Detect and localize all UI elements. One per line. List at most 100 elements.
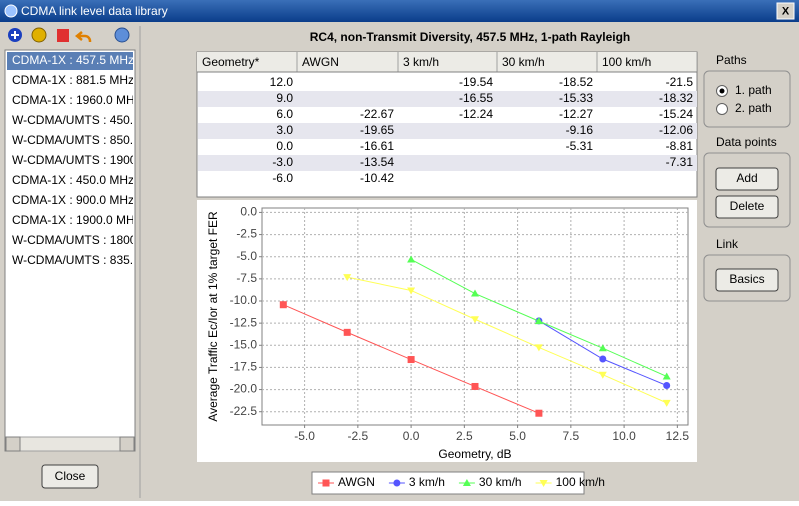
y-tick-label: -20.0 [230, 382, 258, 396]
table-cell: -7.31 [666, 155, 694, 169]
y-tick-label: -17.5 [230, 360, 258, 374]
table-cell: -12.24 [459, 107, 493, 121]
list-item[interactable]: W-CDMA/UMTS : 850. [12, 133, 133, 147]
table-cell: -15.33 [559, 91, 593, 105]
table-cell: -18.32 [659, 91, 693, 105]
add-icon-plus [11, 31, 19, 39]
marker [471, 382, 479, 390]
data-points-title: Data points [716, 135, 777, 149]
table-cell: 12.0 [270, 75, 294, 89]
help-icon[interactable] [114, 27, 130, 43]
list-item[interactable]: W-CDMA/UMTS : 835. [12, 253, 133, 267]
x-tick-label: 10.0 [612, 429, 636, 443]
table-cell: 0.0 [276, 139, 293, 153]
database-icon[interactable] [31, 27, 47, 43]
close-button[interactable] [41, 464, 99, 489]
list-item[interactable]: CDMA-1X : 900.0 MHz [12, 193, 134, 207]
x-tick-label: 7.5 [563, 429, 580, 443]
delete-icon[interactable] [57, 29, 69, 42]
table-cell: -22.67 [360, 107, 394, 121]
marker [598, 371, 607, 379]
marker [539, 480, 548, 487]
table-cell: -5.31 [566, 139, 594, 153]
x-tick-label: -5.0 [294, 429, 315, 443]
x-axis-label: Geometry, dB [438, 447, 511, 461]
x-tick-label: -2.5 [348, 429, 369, 443]
legend-label: 3 km/h [409, 475, 445, 489]
button[interactable] [715, 167, 779, 191]
y-tick-label: -15.0 [230, 337, 258, 351]
list-item[interactable]: CDMA-1X : 1900.0 MH [12, 213, 135, 227]
list-item[interactable]: CDMA-1X : 450.0 MHz [12, 173, 134, 187]
table-cell: -12.27 [559, 107, 593, 121]
scroll-right[interactable] [119, 436, 135, 452]
marker [599, 355, 607, 363]
y-axis-label: Average Traffic Ec/Ior at 1% target FER [206, 211, 220, 422]
marker [471, 316, 479, 324]
selected-item [7, 52, 133, 70]
column-header[interactable]: AWGN [302, 55, 339, 69]
horizontal-scrollbar[interactable] [5, 436, 135, 452]
table-cell: 9.0 [276, 91, 293, 105]
marker [663, 381, 671, 389]
marker [407, 287, 416, 295]
table-header [197, 52, 697, 72]
row-stripe [198, 155, 697, 171]
table-cell: -6.0 [272, 171, 293, 185]
list-item[interactable]: W-CDMA/UMTS : 1900 [12, 153, 137, 167]
column-header[interactable]: Geometry* [202, 55, 260, 69]
marker [343, 274, 352, 282]
table-cell: -3.0 [272, 155, 293, 169]
link-title: Link [716, 237, 739, 251]
item-list [4, 49, 136, 452]
window-title: CDMA link level data library [21, 4, 168, 18]
marker [598, 344, 607, 352]
y-tick-label: -5.0 [236, 249, 257, 263]
marker [322, 479, 330, 487]
list-item[interactable]: CDMA-1X : 881.5 MHz [12, 73, 134, 87]
radio-label[interactable]: 1. path [735, 83, 772, 97]
list-item[interactable]: CDMA-1X : 1960.0 MH [12, 93, 135, 107]
legend [311, 471, 585, 495]
table-cell: -8.81 [666, 139, 694, 153]
table-cell: -12.06 [659, 123, 693, 137]
button-label[interactable]: Add [736, 171, 757, 185]
table-cell: -9.16 [566, 123, 594, 137]
y-tick-label: -7.5 [236, 271, 257, 285]
button-label[interactable]: Delete [730, 199, 765, 213]
close-button-label[interactable]: Close [55, 469, 86, 483]
marker [462, 479, 471, 486]
y-tick-label: -10.0 [230, 293, 258, 307]
x-tick-label: 5.0 [509, 429, 526, 443]
button[interactable] [715, 195, 779, 219]
radio-button[interactable] [716, 103, 728, 115]
button-label[interactable]: Basics [729, 272, 764, 286]
x-tick-label: 2.5 [456, 429, 473, 443]
button[interactable] [715, 268, 779, 292]
close-window-label[interactable]: X [782, 5, 790, 17]
close-window[interactable] [776, 2, 795, 20]
column-header[interactable]: 30 km/h [502, 55, 545, 69]
list-item[interactable]: W-CDMA/UMTS : 450. [12, 113, 133, 127]
table-cell: -16.55 [459, 91, 493, 105]
table-cell: -18.52 [559, 75, 593, 89]
list-item[interactable]: CDMA-1X : 457.5 MHz [12, 53, 134, 67]
legend-label: 30 km/h [479, 475, 522, 489]
radio-label[interactable]: 2. path [735, 101, 772, 115]
title-bar [0, 0, 799, 22]
table-cell: -15.24 [659, 107, 693, 121]
undo-icon[interactable] [74, 31, 92, 42]
series-line [347, 276, 667, 404]
radio-dot [719, 88, 725, 94]
y-tick-label: -2.5 [236, 227, 257, 241]
table-cell: 6.0 [276, 107, 293, 121]
table-cell: -13.54 [360, 155, 394, 169]
column-header[interactable]: 100 km/h [602, 55, 651, 69]
list-item[interactable]: W-CDMA/UMTS : 1800 [12, 233, 137, 247]
column-header[interactable]: 3 km/h [403, 55, 439, 69]
marker [279, 301, 287, 309]
x-tick-label: 0.0 [403, 429, 420, 443]
table-cell: -21.5 [666, 75, 694, 89]
scroll-left[interactable] [5, 436, 21, 452]
paths-title: Paths [716, 53, 747, 67]
